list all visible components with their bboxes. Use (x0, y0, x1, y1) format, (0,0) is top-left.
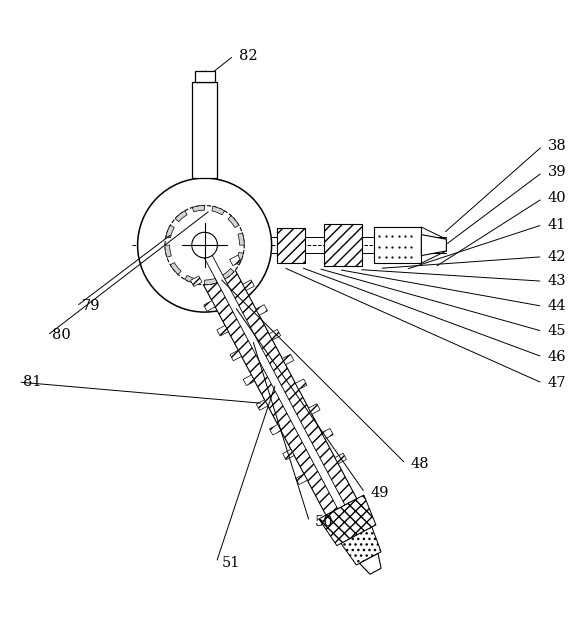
Circle shape (165, 205, 244, 285)
Polygon shape (243, 375, 255, 386)
Text: 82: 82 (239, 49, 258, 63)
Text: 46: 46 (548, 350, 566, 364)
Bar (277, 227, 305, 263)
Bar (324, 224, 362, 266)
Polygon shape (190, 276, 202, 287)
Polygon shape (217, 326, 228, 336)
Circle shape (192, 232, 217, 258)
Polygon shape (204, 278, 217, 285)
Polygon shape (228, 215, 239, 227)
Text: 39: 39 (548, 165, 566, 180)
Polygon shape (256, 400, 268, 410)
Polygon shape (192, 205, 204, 212)
Polygon shape (230, 255, 241, 266)
Polygon shape (296, 474, 307, 484)
Polygon shape (319, 495, 376, 546)
Polygon shape (308, 404, 320, 415)
Text: 81: 81 (23, 375, 42, 389)
Polygon shape (282, 354, 294, 365)
Polygon shape (166, 226, 175, 238)
Polygon shape (283, 449, 294, 460)
Polygon shape (269, 425, 281, 435)
Polygon shape (269, 329, 281, 340)
Text: 79: 79 (82, 299, 100, 313)
Text: 45: 45 (548, 324, 566, 338)
Polygon shape (360, 554, 381, 574)
Polygon shape (341, 527, 381, 565)
Text: 44: 44 (548, 299, 566, 313)
Polygon shape (335, 453, 346, 464)
Polygon shape (421, 234, 446, 256)
Polygon shape (243, 280, 254, 290)
Polygon shape (175, 211, 187, 222)
Text: 80: 80 (53, 328, 71, 342)
Bar (374, 227, 421, 263)
Text: 42: 42 (548, 249, 566, 264)
Polygon shape (296, 379, 307, 389)
Text: 50: 50 (315, 515, 333, 529)
Polygon shape (235, 253, 244, 265)
Text: 51: 51 (222, 556, 240, 570)
Polygon shape (165, 245, 171, 257)
Text: 43: 43 (548, 274, 566, 288)
Polygon shape (256, 305, 267, 315)
Text: 40: 40 (548, 192, 566, 205)
Circle shape (138, 178, 272, 312)
Polygon shape (230, 350, 242, 361)
Bar (192, 82, 217, 178)
Polygon shape (204, 301, 215, 311)
Text: 48: 48 (411, 457, 429, 471)
Polygon shape (189, 241, 357, 515)
Text: 41: 41 (548, 218, 566, 232)
Polygon shape (201, 248, 345, 509)
Bar (194, 71, 214, 82)
Text: 47: 47 (548, 376, 566, 390)
Polygon shape (171, 263, 181, 275)
Polygon shape (238, 233, 244, 245)
Polygon shape (322, 428, 333, 439)
Text: 49: 49 (370, 486, 388, 500)
Polygon shape (185, 275, 197, 284)
Polygon shape (222, 268, 234, 279)
Text: 38: 38 (548, 139, 566, 153)
Polygon shape (212, 207, 224, 215)
